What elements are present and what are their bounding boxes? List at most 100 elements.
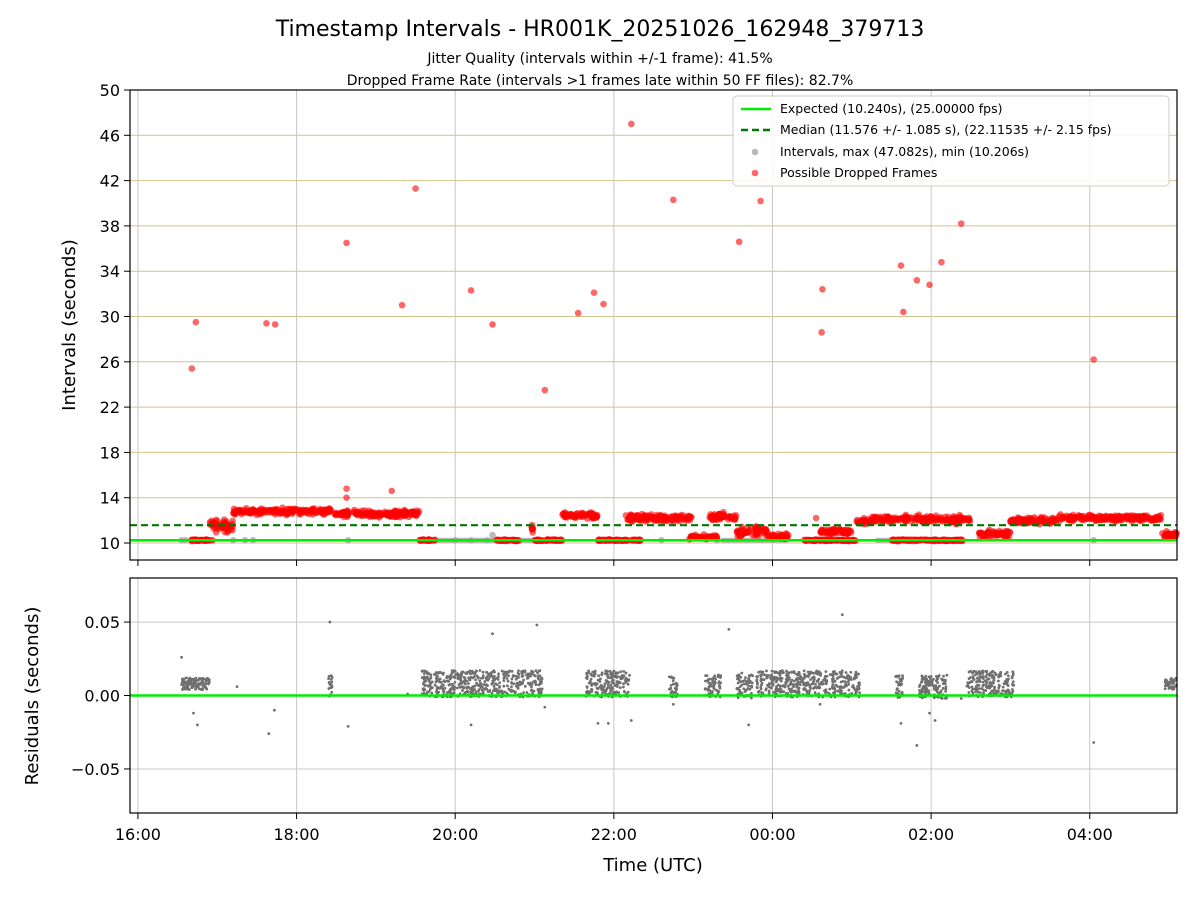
residual-point <box>425 671 429 674</box>
residual-point <box>438 680 442 684</box>
residual-point <box>330 680 334 684</box>
residual-point <box>847 688 851 692</box>
residual-point <box>1171 687 1175 691</box>
dropped-frame-point <box>868 518 876 525</box>
residual-point <box>606 685 610 689</box>
residual-point <box>600 671 604 675</box>
residual-point <box>779 687 783 691</box>
residual-point <box>485 670 489 674</box>
dropped-frame-point <box>1006 528 1013 536</box>
residual-point <box>990 675 994 679</box>
residual-point <box>624 681 628 684</box>
dropped-frame-point <box>411 511 419 519</box>
residual-point <box>920 674 924 678</box>
residual-point <box>974 685 978 688</box>
dropped-frame-point <box>343 485 350 492</box>
residual-point <box>589 677 593 681</box>
residual-point <box>769 686 773 690</box>
residual-point <box>776 671 779 675</box>
residual-point <box>472 675 476 679</box>
residual-point <box>502 684 506 688</box>
residual-point <box>775 685 778 688</box>
residual-point <box>817 670 821 674</box>
residuals-x-ticks: 16:00 18:00 20:00 22:00 00:00 02:00 04:00 <box>115 813 1113 844</box>
residual-point <box>775 676 778 679</box>
residual-point <box>714 677 718 681</box>
residual-point <box>847 674 851 678</box>
residual-point <box>462 675 466 679</box>
dropped-frame-point <box>627 120 635 128</box>
residual-point <box>994 673 998 677</box>
residual-point <box>435 679 438 683</box>
residual-point <box>596 691 600 695</box>
residual-point <box>587 671 591 674</box>
dropped-frame-point <box>215 525 222 533</box>
residual-point <box>800 679 804 683</box>
residual-point <box>923 681 927 684</box>
residual-point <box>619 670 623 674</box>
residual-point <box>491 632 494 636</box>
residual-point <box>478 679 482 683</box>
legend-dropped-marker <box>751 169 759 177</box>
residual-point <box>780 677 784 680</box>
dropped-frame-point <box>939 518 946 525</box>
residual-point <box>1163 687 1167 691</box>
residual-point <box>966 683 970 687</box>
legend-box <box>732 95 1170 187</box>
dropped-frame-point <box>812 514 820 522</box>
residual-point <box>197 677 201 680</box>
residual-point <box>773 671 777 675</box>
dropped-frame-point <box>985 529 993 537</box>
residual-point <box>813 691 817 694</box>
residual-point <box>196 683 200 686</box>
residual-point <box>838 685 842 689</box>
dropped-frame-point <box>578 509 586 517</box>
residual-point <box>785 669 788 673</box>
residual-point <box>812 671 815 675</box>
residuals-y-tick-label: 0.00 <box>84 687 120 706</box>
residual-point <box>537 677 541 681</box>
residual-point <box>442 690 446 694</box>
residual-point <box>743 678 747 682</box>
dropped-frame-point <box>331 510 339 518</box>
residual-point <box>970 685 974 689</box>
dropped-frame-point <box>1098 516 1105 524</box>
residual-point <box>806 670 810 674</box>
residual-point <box>747 684 751 688</box>
dropped-frame-point <box>401 506 408 514</box>
residual-point <box>842 675 846 679</box>
residual-point <box>809 686 812 690</box>
residual-point <box>797 671 801 675</box>
residual-point <box>420 669 424 673</box>
residual-point <box>609 683 613 687</box>
residual-point <box>767 685 771 689</box>
residual-point <box>795 685 799 688</box>
residual-point <box>433 683 437 687</box>
residual-point <box>767 691 771 695</box>
residual-point <box>671 682 675 686</box>
residual-point <box>898 678 902 682</box>
dropped-frame-point <box>398 301 406 309</box>
residual-point <box>466 690 470 694</box>
residual-point <box>464 671 468 675</box>
residual-point <box>897 689 901 693</box>
residual-point <box>608 669 612 673</box>
dropped-frame-point <box>316 507 324 515</box>
legend-intervals-marker <box>751 148 759 156</box>
residual-point <box>471 671 475 675</box>
residual-point <box>536 671 539 675</box>
dropped-frame-point <box>1064 514 1071 521</box>
residual-point <box>467 670 471 674</box>
residual-point <box>895 680 898 684</box>
residual-point <box>469 691 472 694</box>
residual-point <box>482 683 486 686</box>
residual-point <box>828 687 832 691</box>
dropped-frame-point <box>1024 518 1032 525</box>
residual-point <box>763 673 766 677</box>
residual-point <box>824 670 828 674</box>
residual-point <box>586 674 589 678</box>
residual-point <box>464 690 467 694</box>
residual-point <box>975 680 978 684</box>
residual-point <box>445 674 449 678</box>
residual-point <box>836 685 839 688</box>
